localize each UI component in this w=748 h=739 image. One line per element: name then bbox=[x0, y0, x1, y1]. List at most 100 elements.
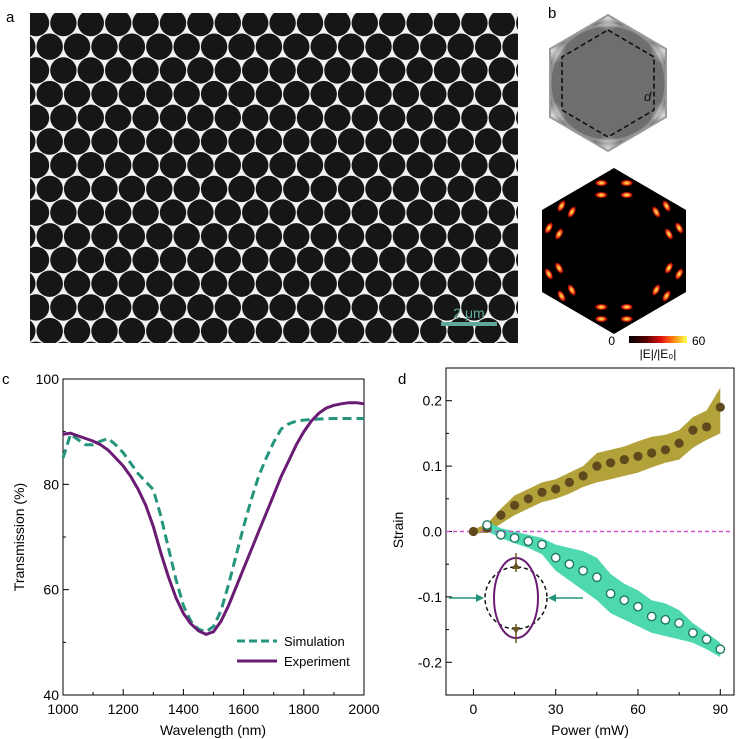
deformation-inset bbox=[449, 553, 583, 643]
sphere bbox=[386, 341, 399, 343]
panel-label-c: c bbox=[2, 371, 10, 388]
sphere bbox=[269, 152, 296, 179]
sphere bbox=[242, 57, 269, 84]
sphere-lattice bbox=[30, 0, 583, 391]
sphere bbox=[420, 80, 447, 108]
dimension-label-d: d bbox=[644, 89, 652, 104]
sphere bbox=[516, 253, 518, 267]
y-tick-label: 80 bbox=[43, 476, 59, 492]
sphere bbox=[338, 0, 364, 13]
sphere bbox=[351, 199, 378, 226]
sphere bbox=[159, 246, 187, 274]
sphere bbox=[36, 223, 63, 250]
sphere bbox=[50, 104, 77, 131]
y-axis-label-d: Strain bbox=[390, 512, 406, 549]
sphere bbox=[365, 175, 392, 203]
sphere bbox=[200, 80, 228, 108]
sphere bbox=[30, 83, 36, 105]
sphere bbox=[447, 80, 474, 108]
x-tick-label: 1200 bbox=[108, 701, 139, 717]
hotspot bbox=[594, 303, 609, 311]
sphere bbox=[406, 152, 433, 179]
hotspot bbox=[664, 261, 674, 275]
sphere bbox=[159, 294, 187, 321]
sphere bbox=[502, 80, 518, 108]
sphere bbox=[63, 80, 91, 108]
hotspot bbox=[594, 179, 609, 187]
sphere bbox=[516, 205, 518, 220]
sphere bbox=[502, 0, 528, 13]
sphere bbox=[474, 223, 502, 250]
cooling-point bbox=[523, 536, 534, 547]
sphere bbox=[132, 152, 159, 179]
scalebar-label: 2 μm bbox=[453, 305, 484, 321]
y-tick-label: 0.1 bbox=[423, 458, 443, 474]
sphere bbox=[543, 152, 569, 178]
sphere bbox=[406, 13, 433, 37]
sphere bbox=[242, 104, 269, 131]
y-axis-label: Transmission (%) bbox=[11, 483, 27, 591]
sphere bbox=[63, 33, 91, 60]
sphere bbox=[433, 13, 461, 37]
sphere bbox=[365, 317, 392, 343]
sphere bbox=[557, 0, 583, 13]
sphere bbox=[159, 199, 187, 226]
x-tick-label: 1600 bbox=[228, 701, 259, 717]
transmission-axes: 1000 1200 1400 1600 1800 2000 40 60 80 100 bbox=[36, 371, 380, 717]
sphere bbox=[420, 175, 447, 203]
sphere bbox=[516, 63, 518, 78]
sphere bbox=[105, 199, 132, 226]
colorbar-max: 60 bbox=[692, 334, 706, 348]
sphere bbox=[406, 246, 433, 274]
sphere bbox=[433, 199, 461, 226]
sphere bbox=[433, 246, 461, 274]
hotspot bbox=[544, 267, 554, 281]
sphere bbox=[105, 294, 132, 321]
sphere bbox=[200, 270, 228, 297]
sphere bbox=[365, 365, 391, 391]
cooling-point bbox=[660, 614, 671, 625]
cooling-point bbox=[592, 572, 602, 583]
sphere bbox=[118, 128, 146, 155]
x-tick-label: 30 bbox=[548, 701, 564, 717]
sphere bbox=[200, 223, 228, 250]
sphere bbox=[310, 175, 337, 203]
heating-point bbox=[715, 402, 725, 412]
heating-point bbox=[537, 487, 547, 497]
sphere bbox=[379, 13, 406, 37]
sphere bbox=[488, 294, 515, 321]
sphere bbox=[77, 246, 105, 274]
y-tick-label: 60 bbox=[43, 582, 59, 598]
sphere bbox=[502, 317, 518, 343]
diameter-outline bbox=[561, 29, 655, 138]
sphere bbox=[63, 128, 91, 155]
hotspot bbox=[556, 289, 567, 303]
sphere bbox=[194, 341, 207, 343]
sphere bbox=[530, 128, 556, 154]
legend: Simulation Experiment bbox=[237, 634, 350, 669]
sphere bbox=[91, 270, 118, 297]
sphere bbox=[351, 13, 378, 37]
sphere bbox=[488, 57, 515, 84]
sphere bbox=[256, 0, 282, 13]
sphere bbox=[283, 175, 310, 203]
cooling-point bbox=[482, 520, 492, 530]
sphere bbox=[146, 270, 173, 297]
sphere bbox=[475, 0, 501, 13]
cooling-point bbox=[537, 539, 547, 550]
heating-markers bbox=[468, 402, 725, 537]
sphere bbox=[447, 223, 474, 250]
sphere bbox=[63, 175, 91, 203]
colorbar-label: |E|/|E₀| bbox=[640, 347, 677, 361]
sphere bbox=[557, 318, 583, 344]
y-tick-label: 40 bbox=[43, 687, 59, 703]
sphere bbox=[310, 317, 337, 343]
sphere bbox=[420, 365, 446, 391]
experiment-line bbox=[62, 401, 365, 637]
sphere bbox=[36, 175, 63, 203]
hotspot bbox=[619, 303, 634, 311]
sphere bbox=[379, 104, 406, 131]
scalebar: 2 μm bbox=[441, 305, 497, 326]
sphere bbox=[63, 317, 91, 343]
cooling-point bbox=[564, 559, 575, 570]
